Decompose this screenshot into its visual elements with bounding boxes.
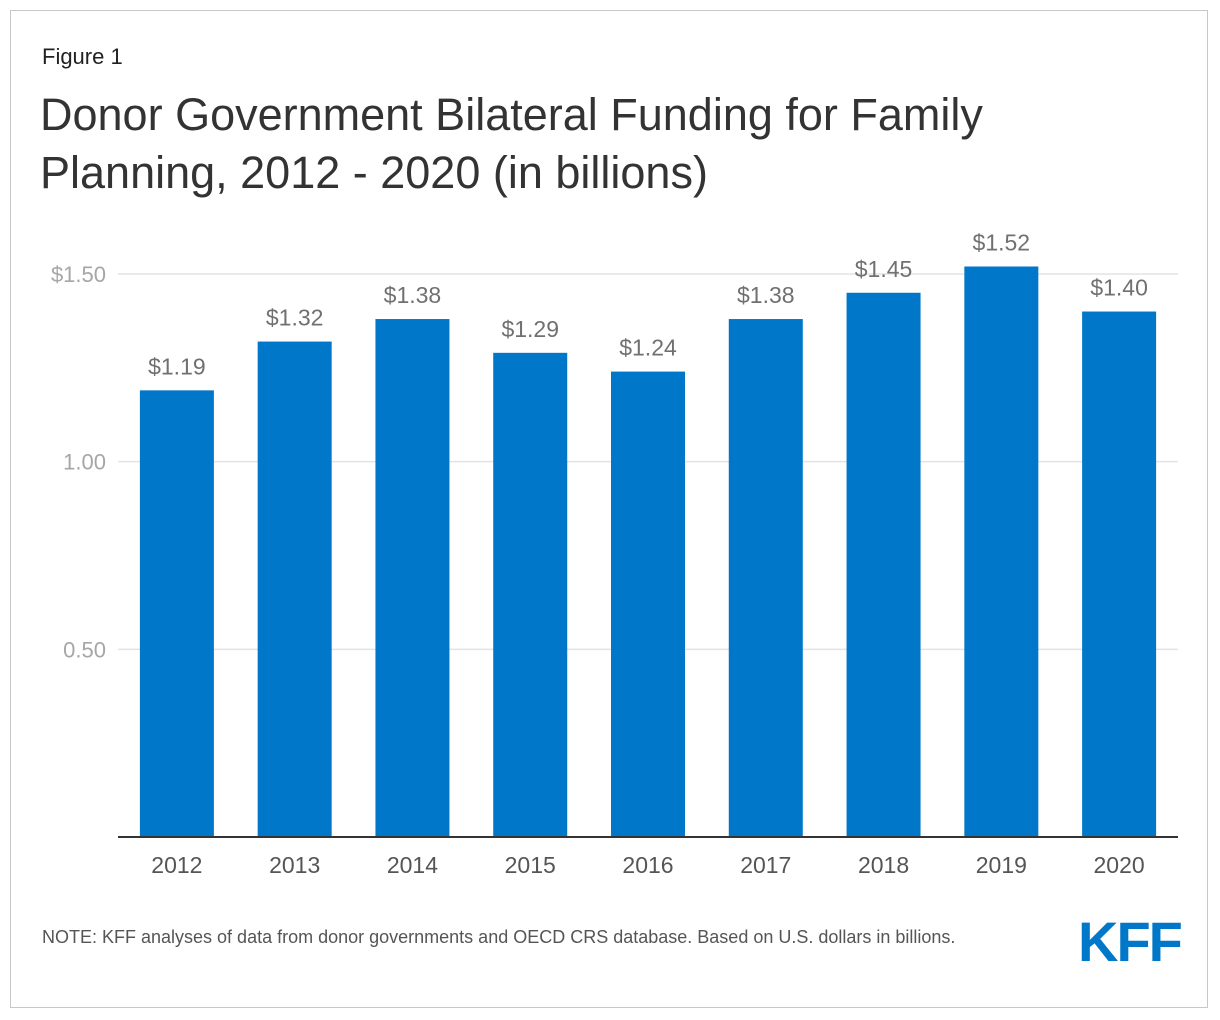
source-note: NOTE: KFF analyses of data from donor go…: [42, 927, 956, 947]
bar: [728, 319, 803, 837]
data-label: $1.38: [384, 282, 442, 308]
data-label: $1.40: [1090, 275, 1148, 301]
bar: [846, 292, 921, 837]
data-label: $1.45: [855, 256, 913, 282]
y-tick-label: $1.50: [51, 262, 106, 287]
bar: [257, 341, 332, 837]
x-tick-label: 2013: [269, 852, 320, 878]
y-tick-label: 0.50: [63, 637, 106, 662]
y-tick-label: 1.00: [63, 450, 106, 475]
x-tick-label: 2016: [622, 852, 673, 878]
bar: [139, 390, 214, 837]
x-tick-label: 2014: [387, 852, 438, 878]
x-tick-label: 2017: [740, 852, 791, 878]
chart-title: Donor Government Bilateral Funding for F…: [40, 89, 983, 198]
bar: [375, 319, 450, 837]
x-tick-label: 2020: [1094, 852, 1145, 878]
figure-label: Figure 1: [42, 44, 123, 69]
x-tick-label: 2018: [858, 852, 909, 878]
kff-logo: KFF: [1078, 910, 1183, 973]
bar: [1082, 311, 1157, 837]
data-label: $1.24: [619, 335, 677, 361]
bar-chart: 0.50 1.00 $1.50 $1.19 2012 $1.32 2013 $1.38 2014…: [51, 229, 1178, 878]
x-tick-label: 2012: [151, 852, 202, 878]
bar: [964, 266, 1039, 837]
data-label: $1.29: [501, 316, 559, 342]
data-label: $1.52: [973, 229, 1031, 255]
bar: [493, 352, 568, 837]
data-label: $1.19: [148, 353, 206, 379]
data-label: $1.32: [266, 305, 324, 331]
bar: [611, 371, 685, 837]
data-label: $1.38: [737, 282, 795, 308]
x-tick-label: 2019: [976, 852, 1027, 878]
x-tick-label: 2015: [505, 852, 556, 878]
